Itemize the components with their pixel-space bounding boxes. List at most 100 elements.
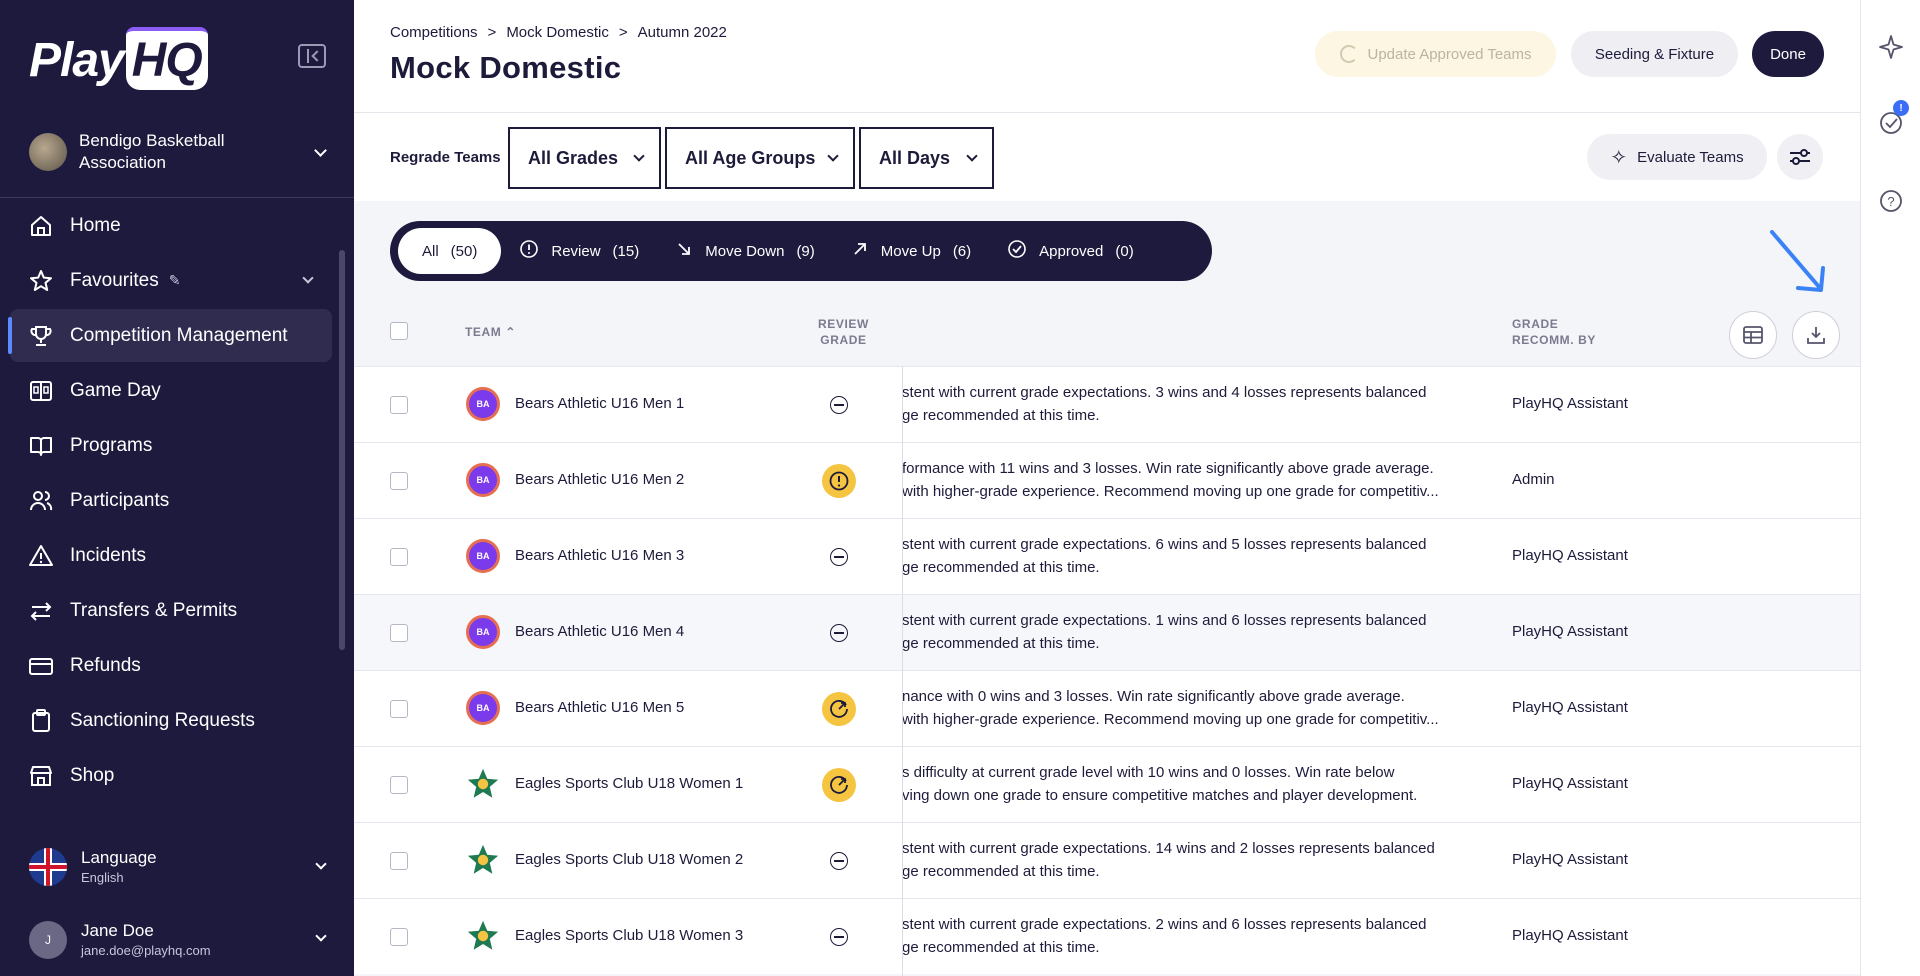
sidebar-item-refunds[interactable]: Refunds [10,639,332,692]
sidebar-item-favourites[interactable]: Favourites ✎ [10,254,332,307]
no-change-icon[interactable] [822,844,856,878]
table-row[interactable]: BA Bears Athletic U16 Men 3 stent with cur… [354,518,1860,594]
breadcrumb-competitions[interactable]: Competitions [390,24,478,41]
sort-asc-icon: ⌃ [505,325,516,339]
clipboard-icon [28,708,54,734]
table-row[interactable]: BA Bears Athletic U16 Men 2 formance with … [354,442,1860,518]
playhq-logo[interactable]: Play HQ [29,18,208,98]
collapse-sidebar-icon[interactable] [298,44,326,68]
column-team[interactable]: TEAM ⌃ [465,325,516,339]
row-checkbox[interactable] [390,700,408,718]
row-checkbox[interactable] [390,548,408,566]
update-approved-teams-button[interactable]: Update Approved Teams [1315,31,1556,77]
no-change-icon[interactable] [822,616,856,650]
sidebar-scrollbar[interactable] [339,250,345,650]
tab-approved[interactable]: Approved (0) [989,228,1152,274]
sidebar-item-programs[interactable]: Programs [10,419,332,472]
sidebar-item-label: Programs [70,434,153,456]
done-button[interactable]: Done [1752,31,1824,77]
days-select[interactable]: All Days [859,127,994,189]
table-row[interactable]: Eagles Sports Club U18 Women 2 stent with… [354,822,1860,898]
breadcrumb: Competitions > Mock Domestic > Autumn 20… [390,24,727,41]
sidebar-item-competition-management[interactable]: Competition Management [8,309,332,362]
age-groups-select[interactable]: All Age Groups [665,127,855,189]
help-icon[interactable]: ? [1876,186,1906,216]
team-name[interactable]: Bears Athletic U16 Men 4 [515,623,685,640]
sidebar-item-incidents[interactable]: Incidents [10,529,332,582]
breadcrumb-mock-domestic[interactable]: Mock Domestic [506,24,609,41]
sidebar-item-home[interactable]: Home [10,199,332,252]
no-change-icon[interactable] [822,540,856,574]
pencil-icon[interactable]: ✎ [168,272,181,288]
table-row[interactable]: Eagles Sports Club U18 Women 1 s difficul… [354,746,1860,822]
download-icon [1807,327,1825,344]
grades-select[interactable]: All Grades [508,127,661,189]
team-name[interactable]: Bears Athletic U16 Men 3 [515,547,685,564]
refresh-icon [1339,45,1358,63]
table-row[interactable]: BA Bears Athletic U16 Men 1 stent with cur… [354,366,1860,442]
tab-move-down[interactable]: Move Down (9) [657,228,833,274]
team-name[interactable]: Bears Athletic U16 Men 2 [515,471,685,488]
sidebar-item-label: Home [70,214,121,236]
no-change-icon[interactable] [822,920,856,954]
arrow-down-right-icon [675,240,693,263]
column-grade-recomm-by: GRADE RECOMM. BY [1512,317,1596,347]
sidebar-item-transfers-and-permits[interactable]: Transfers & Permits [10,584,332,637]
tasks-check-icon[interactable] [1876,108,1906,138]
chevron-down-icon[interactable] [302,272,314,284]
grade-reason-text: formance with 11 wins and 3 losses. Win … [902,460,1439,500]
table-row[interactable]: Eagles Sports Club U18 Women 3 stent with… [354,898,1860,974]
annotation-arrow-icon [1770,230,1825,292]
recommended-by: PlayHQ Assistant [1512,699,1628,716]
sparkle-ai-icon[interactable] [1876,32,1906,62]
sidebar-item-label: Game Day [70,379,161,401]
team-name[interactable]: Eagles Sports Club U18 Women 3 [515,927,744,944]
review-alert-icon[interactable] [822,464,856,498]
tab-all[interactable]: All (50) [398,228,502,274]
book-icon [28,433,54,459]
seeding-fixture-button[interactable]: Seeding & Fixture [1571,31,1738,77]
team-name[interactable]: Bears Athletic U16 Men 1 [515,395,685,412]
recommended-by: PlayHQ Assistant [1512,547,1628,564]
language-selector[interactable]: Language English [29,842,339,892]
table-row[interactable]: BA Bears Athletic U16 Men 5 nance with 0 w… [354,670,1860,746]
sidebar-item-participants[interactable]: Participants [10,474,332,527]
table-row[interactable]: BA Bears Athletic U16 Men 4 stent with cur… [354,594,1860,670]
evaluate-teams-button[interactable]: ✧ Evaluate Teams [1587,134,1767,180]
download-button[interactable] [1792,311,1840,359]
sidebar-item-game-day[interactable]: Game Day [10,364,332,417]
team-name[interactable]: Eagles Sports Club U18 Women 2 [515,851,744,868]
store-icon [28,763,54,789]
chevron-down-icon [315,858,327,870]
select-all-checkbox[interactable] [390,322,408,340]
no-change-icon[interactable] [822,388,856,422]
tab-label: Review [551,242,601,260]
recommended-by: PlayHQ Assistant [1512,851,1628,868]
column-settings-button[interactable] [1729,311,1777,359]
team-name[interactable]: Bears Athletic U16 Men 5 [515,699,685,716]
breadcrumb-autumn-2022[interactable]: Autumn 2022 [637,24,727,41]
row-checkbox[interactable] [390,928,408,946]
sidebar-item-label: Incidents [70,544,147,566]
pending-review-icon[interactable] [822,768,856,802]
sidebar-item-sanctioning-requests[interactable]: Sanctioning Requests [10,694,332,747]
organisation-switcher[interactable]: Bendigo Basketball Association [29,126,339,178]
grade-reason-text: stent with current grade expectations. 2… [902,916,1427,956]
pending-review-icon[interactable] [822,692,856,726]
tab-review[interactable]: Review (15) [501,228,657,274]
row-checkbox[interactable] [390,624,408,642]
row-checkbox[interactable] [390,396,408,414]
sidebar-nav: Home Favourites ✎ Competition Management Gam… [8,197,332,804]
row-checkbox[interactable] [390,472,408,490]
sidebar-item-label: Transfers & Permits [70,599,238,621]
team-name[interactable]: Eagles Sports Club U18 Women 1 [515,775,744,792]
user-menu[interactable]: J Jane Doe jane.doe@playhq.com [29,914,339,966]
row-checkbox[interactable] [390,776,408,794]
filter-settings-button[interactable] [1777,134,1823,180]
tab-move-up[interactable]: Move Up (6) [833,228,989,274]
sidebar-item-shop[interactable]: Shop [10,749,332,802]
row-checkbox[interactable] [390,852,408,870]
home-icon [28,213,54,239]
grade-reason-text: stent with current grade expectations. 1… [902,840,1435,880]
